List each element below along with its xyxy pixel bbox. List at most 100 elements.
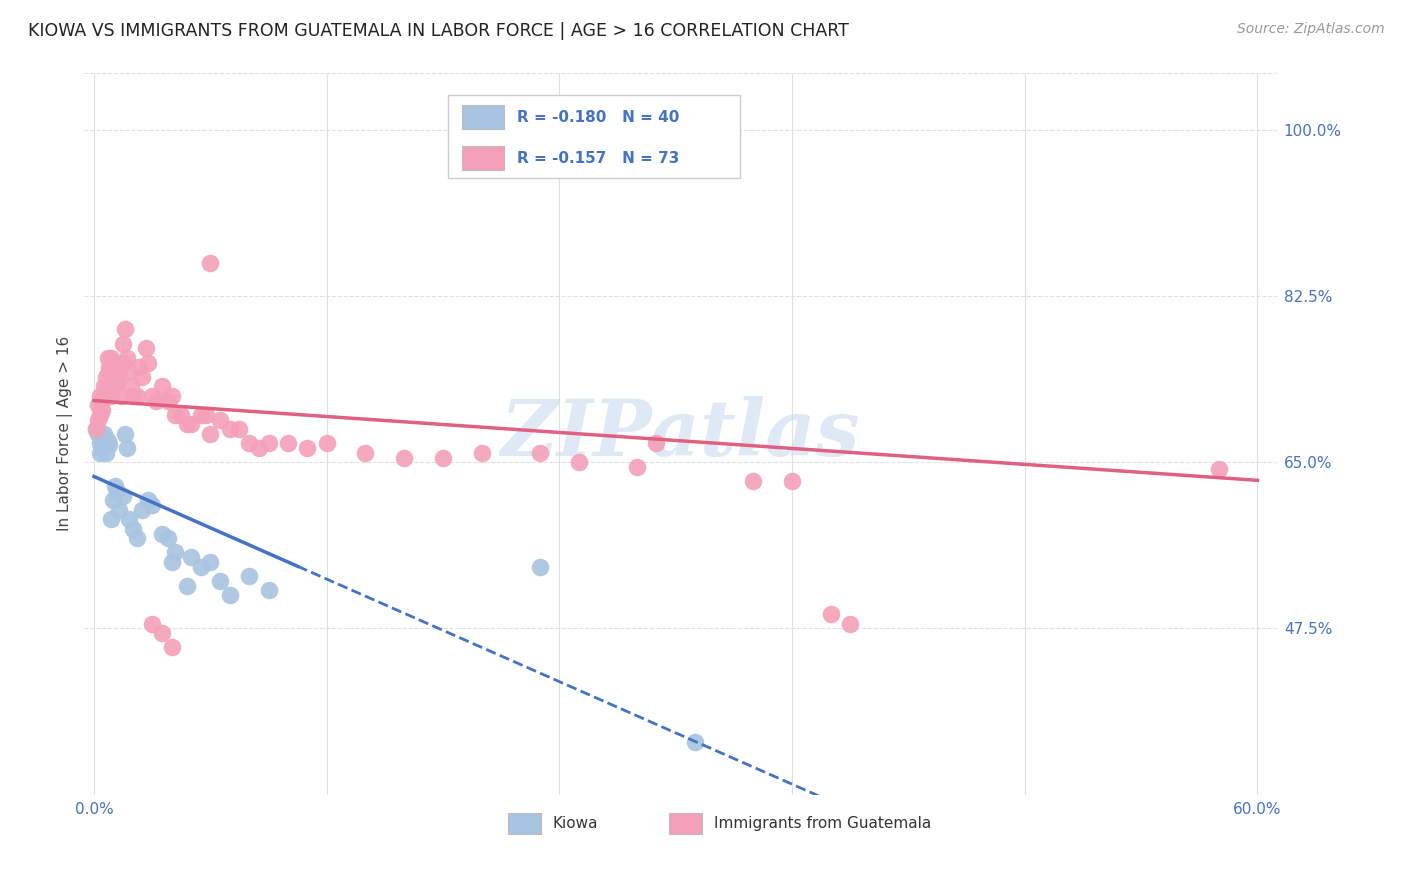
Point	[200, 256, 222, 270]
Point	[104, 479, 127, 493]
Point	[218, 422, 240, 436]
Point	[190, 408, 212, 422]
Point	[90, 432, 112, 446]
Point	[160, 555, 183, 569]
Point	[112, 489, 135, 503]
Point	[93, 379, 115, 393]
Point	[93, 436, 115, 450]
Bar	[463, 146, 505, 170]
Point	[257, 436, 280, 450]
Point	[89, 408, 111, 422]
Point	[277, 436, 299, 450]
Point	[208, 412, 231, 426]
Point	[297, 441, 319, 455]
Point	[195, 408, 218, 422]
Point	[145, 393, 167, 408]
Point	[110, 389, 132, 403]
Point	[218, 588, 240, 602]
Point	[170, 408, 193, 422]
Point	[114, 322, 136, 336]
Text: R = -0.157   N = 73: R = -0.157 N = 73	[517, 151, 679, 166]
Point	[141, 616, 163, 631]
Point	[160, 389, 183, 403]
Point	[87, 426, 110, 441]
Point	[97, 351, 120, 365]
Y-axis label: In Labor Force | Age > 16: In Labor Force | Age > 16	[58, 336, 73, 532]
Point	[103, 369, 125, 384]
Point	[394, 450, 416, 465]
Text: Kiowa: Kiowa	[553, 816, 599, 831]
Point	[176, 579, 198, 593]
Point	[125, 389, 148, 403]
Point	[108, 502, 131, 516]
Point	[84, 422, 107, 436]
Point	[131, 502, 153, 516]
Point	[228, 422, 250, 436]
Point	[98, 438, 121, 452]
Point	[568, 455, 591, 469]
Point	[150, 626, 173, 640]
Point	[104, 379, 127, 393]
Point	[100, 512, 122, 526]
Point	[141, 498, 163, 512]
Point	[820, 607, 842, 622]
Point	[165, 408, 187, 422]
Point	[112, 336, 135, 351]
Point	[94, 446, 117, 460]
Point	[208, 574, 231, 588]
Point	[131, 369, 153, 384]
Point	[89, 389, 111, 403]
Point	[247, 441, 270, 455]
Point	[93, 426, 115, 441]
Point	[87, 412, 110, 426]
Point	[89, 436, 111, 450]
Point	[120, 379, 142, 393]
Point	[98, 360, 121, 375]
Point	[471, 446, 494, 460]
Point	[128, 360, 150, 375]
Point	[90, 441, 112, 455]
Point	[118, 365, 141, 379]
Point	[156, 393, 179, 408]
Point	[354, 446, 377, 460]
Point	[97, 434, 120, 449]
Text: R = -0.180   N = 40: R = -0.180 N = 40	[517, 110, 679, 125]
Point	[136, 493, 159, 508]
Point	[125, 531, 148, 545]
Bar	[463, 104, 505, 129]
Point	[432, 450, 454, 465]
Point	[103, 355, 125, 369]
Bar	[449, 95, 740, 178]
Point	[742, 475, 765, 489]
Point	[529, 559, 551, 574]
Point	[89, 446, 111, 460]
Point	[118, 512, 141, 526]
Point	[626, 460, 648, 475]
Point	[136, 355, 159, 369]
Point	[93, 389, 115, 403]
Point	[108, 365, 131, 379]
Point	[839, 616, 862, 631]
Point	[645, 436, 668, 450]
Point	[780, 475, 803, 489]
Point	[90, 393, 112, 408]
Point	[150, 526, 173, 541]
Point	[165, 545, 187, 559]
Point	[150, 379, 173, 393]
Point	[190, 559, 212, 574]
Point	[121, 389, 143, 403]
Point	[176, 417, 198, 432]
Point	[156, 531, 179, 545]
Point	[100, 351, 122, 365]
Point	[683, 735, 706, 749]
Point	[160, 640, 183, 655]
Point	[105, 375, 128, 389]
Point	[87, 398, 110, 412]
Point	[98, 365, 121, 379]
Point	[141, 389, 163, 403]
Text: Source: ZipAtlas.com: Source: ZipAtlas.com	[1237, 22, 1385, 37]
Point	[200, 555, 222, 569]
Point	[238, 436, 260, 450]
Point	[529, 446, 551, 460]
Text: KIOWA VS IMMIGRANTS FROM GUATEMALA IN LABOR FORCE | AGE > 16 CORRELATION CHART: KIOWA VS IMMIGRANTS FROM GUATEMALA IN LA…	[28, 22, 849, 40]
